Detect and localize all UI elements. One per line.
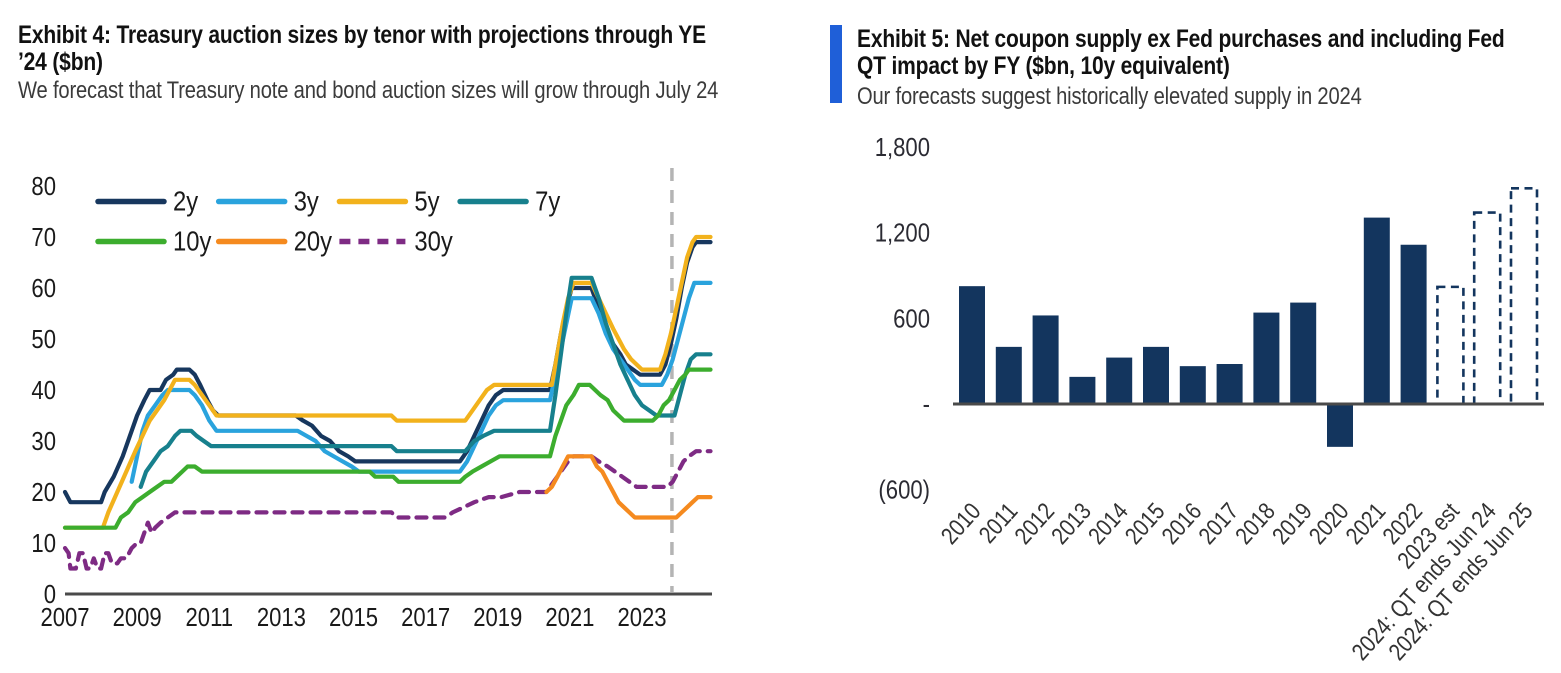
y-tick-label: (600) [878, 476, 930, 505]
bar-2024-qt-ends-jun-24 [1472, 211, 1502, 406]
legend-item-5y: 5y [336, 185, 440, 217]
legend-label-10y: 10y [173, 225, 211, 257]
bar-2013 [1069, 376, 1096, 404]
bar-2024-qt-ends-jun-25 [1509, 187, 1539, 406]
series-3y-line [129, 280, 713, 484]
legend-label-3y: 3y [294, 185, 319, 217]
bar-2021 [1363, 217, 1390, 404]
x-tick-label: 2021 [545, 603, 594, 632]
legend-item-30y: 30y [339, 225, 453, 257]
bar-2017 [1216, 364, 1243, 404]
legend-item-7y: 7y [457, 185, 560, 217]
legend-label-5y: 5y [414, 185, 439, 217]
legend-label-20y: 20y [294, 225, 332, 257]
bar-2020 [1327, 404, 1353, 447]
series-10y-line [62, 367, 713, 530]
legend-label-7y: 7y [535, 185, 560, 217]
y-tick-label: 50 [31, 325, 56, 354]
y-tick-label: 70 [31, 223, 56, 252]
exhibit-4-title: Exhibit 4: Treasury auction sizes by ten… [18, 21, 706, 76]
x-tick-label: 2009 [113, 603, 162, 632]
y-tick-label: 60 [31, 274, 56, 303]
series-7y-line [138, 275, 713, 489]
exhibit-5-title: Exhibit 5: Net coupon supply ex Fed purc… [857, 25, 1505, 80]
legend-item-10y: 10y [95, 225, 211, 257]
y-tick-label: 80 [31, 172, 56, 201]
bar-2014 [1106, 357, 1133, 404]
y-tick-label: 10 [31, 529, 56, 558]
bar-2022 [1400, 244, 1427, 404]
series-30y-line [62, 449, 713, 571]
series-20y-line [544, 454, 713, 520]
series-5y-line [62, 234, 713, 530]
legend-label-30y: 30y [414, 225, 452, 257]
x-tick-label: 2019 [473, 603, 522, 632]
x-tick-label: 2007 [40, 603, 89, 632]
x-tick-label: 2023 [617, 603, 666, 632]
bar-2012 [1032, 315, 1059, 404]
bar-2010 [959, 286, 985, 404]
exhibit-5-accent-bar [830, 25, 842, 103]
x-tick-label: 2017 [401, 603, 450, 632]
net-coupon-supply-chart: 1,8001,200600-(600)201020112012201320142… [875, 133, 1544, 665]
legend-label-2y: 2y [173, 185, 198, 217]
bar-2019 [1290, 302, 1317, 404]
x-category-label: 2011 [973, 498, 1022, 549]
exhibit-4-subtitle: We forecast that Treasury note and bond … [18, 77, 719, 104]
legend-item-3y: 3y [215, 185, 319, 217]
x-tick-label: 2011 [186, 603, 233, 632]
y-tick-label: 0 [44, 580, 56, 609]
y-tick-label: - [923, 390, 930, 419]
y-tick-label: 40 [31, 376, 56, 405]
bar-2011 [995, 346, 1022, 404]
legend-item-20y: 20y [215, 225, 332, 257]
bar-2018 [1253, 312, 1280, 404]
y-tick-label: 20 [31, 478, 56, 507]
bar-2015 [1143, 346, 1169, 404]
x-tick-label: 2015 [329, 603, 378, 632]
y-tick-label: 30 [31, 427, 56, 456]
bar-2016 [1179, 366, 1206, 404]
series-2y-line [62, 239, 713, 505]
exhibit-5-subtitle: Our forecasts suggest historically eleva… [857, 83, 1362, 110]
y-tick-label: 1,800 [875, 133, 930, 162]
y-tick-label: 1,200 [875, 219, 930, 248]
x-tick-label: 2013 [257, 603, 306, 632]
bar-2023-est [1436, 285, 1465, 406]
treasury-auction-sizes-chart: 0 10 20 30 40 50 60 70 80 2007 2009 2011 2013 2015 201… [31, 168, 713, 632]
legend-item-2y: 2y [95, 185, 198, 217]
y-tick-label: 600 [893, 305, 930, 334]
